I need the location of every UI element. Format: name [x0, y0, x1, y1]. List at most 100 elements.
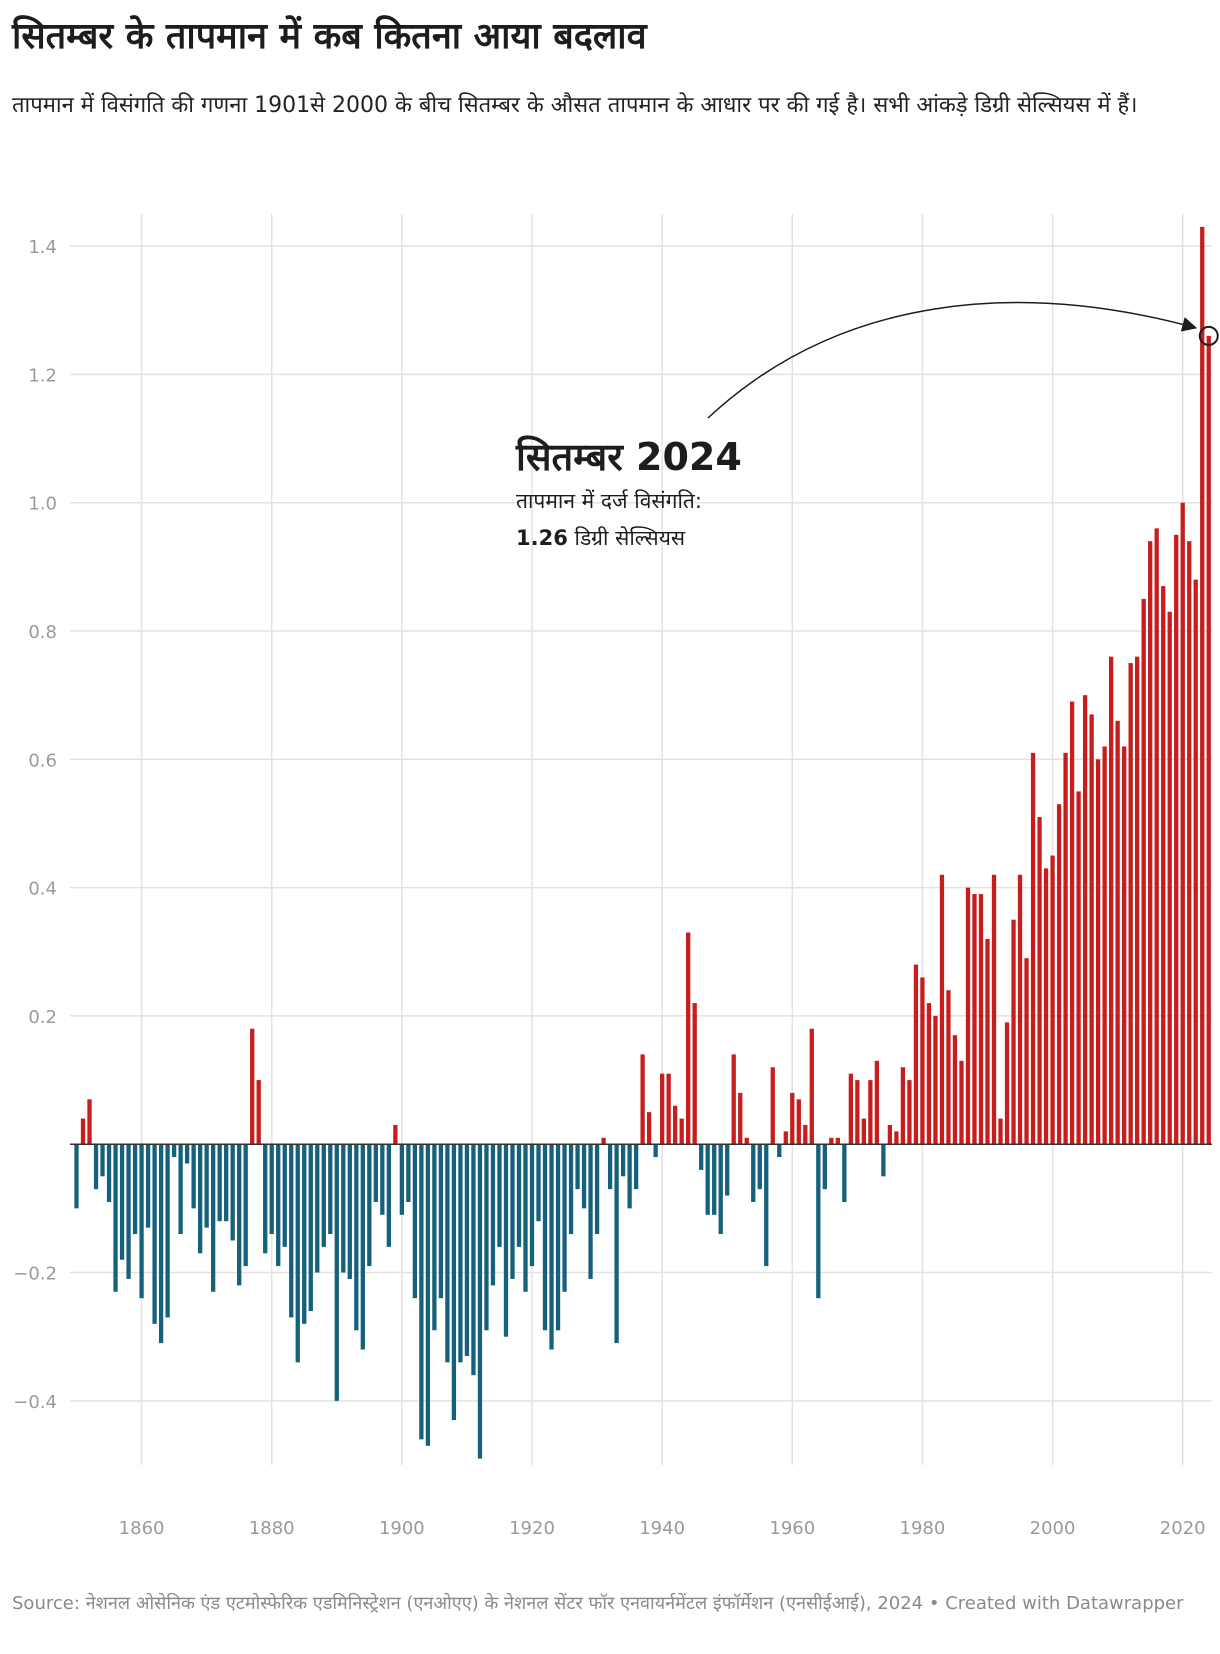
bar-1861 [145, 1144, 151, 1228]
bar-1942 [673, 1105, 678, 1145]
annotation-value: 1.26 [516, 526, 568, 550]
bar-2024 [1206, 335, 1211, 1145]
bar-1974 [881, 1144, 886, 1177]
bar-1997 [1030, 752, 1036, 1145]
annotation-value-line: 1.26 डिग्री सेल्सियस [516, 526, 686, 550]
bar-1914 [490, 1144, 496, 1286]
bar-1935 [627, 1144, 632, 1209]
bar-1978 [907, 1080, 912, 1145]
bar-1894 [360, 1144, 365, 1350]
bar-1925 [562, 1144, 567, 1292]
bar-1901 [406, 1144, 411, 1202]
bar-1853 [93, 1144, 99, 1190]
x-tick-label: 1860 [119, 1518, 165, 1539]
bar-1877 [250, 1028, 255, 1145]
bar-1888 [321, 1144, 326, 1247]
bar-1854 [100, 1144, 105, 1177]
x-tick-label: 2000 [1030, 1518, 1076, 1539]
bar-2014 [1141, 598, 1146, 1145]
bar-1880 [269, 1144, 274, 1235]
bar-1992 [998, 1118, 1003, 1145]
bar-1865 [171, 1144, 177, 1158]
bar-1904 [425, 1144, 431, 1446]
bar-1945 [692, 1003, 697, 1145]
bar-1989 [978, 894, 984, 1145]
y-tick-label: 0.2 [28, 1007, 57, 1028]
bar-2019 [1174, 534, 1179, 1145]
bar-1982 [933, 1015, 938, 1145]
bar-2016 [1154, 528, 1159, 1145]
bar-1953 [744, 1137, 749, 1145]
bar-1852 [87, 1099, 92, 1145]
bar-1870 [204, 1144, 209, 1228]
bar-2000 [1050, 855, 1055, 1145]
bar-1889 [328, 1144, 333, 1235]
bar-1916 [503, 1144, 509, 1337]
bar-1898 [386, 1144, 391, 1247]
bar-1976 [894, 1131, 899, 1145]
bar-2011 [1122, 746, 1127, 1145]
bar-1954 [751, 1144, 756, 1202]
bar-1911 [471, 1144, 476, 1376]
bar-1862 [152, 1144, 157, 1324]
bar-1951 [731, 1054, 736, 1145]
bar-1859 [132, 1144, 138, 1235]
bar-2005 [1082, 695, 1088, 1145]
bar-1977 [900, 1067, 906, 1145]
bar-2018 [1167, 611, 1172, 1145]
bar-2007 [1095, 759, 1101, 1145]
bar-2021 [1187, 541, 1192, 1145]
bar-1910 [464, 1144, 470, 1356]
bar-1933 [614, 1144, 619, 1344]
bar-1973 [874, 1060, 880, 1145]
bar-1979 [913, 964, 919, 1145]
x-tick-label: 1940 [639, 1518, 685, 1539]
bar-1940 [660, 1073, 665, 1145]
bar-1887 [315, 1144, 320, 1273]
bar-1881 [276, 1144, 281, 1267]
bar-1855 [106, 1144, 112, 1202]
bar-1915 [497, 1144, 502, 1247]
bar-1956 [764, 1144, 769, 1267]
bar-1924 [555, 1144, 561, 1331]
bar-1929 [588, 1144, 593, 1279]
bar-1905 [432, 1144, 437, 1331]
bar-1969 [848, 1073, 853, 1145]
bar-1926 [568, 1144, 574, 1235]
bar-1966 [829, 1137, 834, 1145]
bar-1931 [601, 1137, 606, 1145]
bar-1897 [380, 1144, 385, 1215]
bar-1980 [920, 977, 925, 1145]
bar-1918 [516, 1144, 522, 1247]
y-tick-label: 1.4 [28, 237, 57, 258]
bar-2004 [1076, 791, 1081, 1145]
bar-1921 [536, 1144, 541, 1222]
annotation-unit: डिग्री सेल्सियस [568, 526, 686, 550]
bar-1891 [341, 1144, 346, 1273]
bar-1990 [985, 938, 990, 1145]
bar-1995 [1017, 874, 1023, 1145]
y-axis: −0.4 −0.2 0.2 0.4 0.6 0.8 1.0 1.2 1.4 [13, 237, 57, 1413]
bar-1981 [926, 1003, 932, 1145]
x-tick-label: 1900 [379, 1518, 425, 1539]
bar-1960 [790, 1092, 795, 1145]
bar-1964 [816, 1144, 821, 1299]
bar-1886 [308, 1144, 313, 1312]
bar-1850 [74, 1144, 79, 1209]
bar-1957 [770, 1067, 775, 1145]
bar-1928 [581, 1144, 587, 1209]
bar-1917 [510, 1144, 515, 1279]
bar-1936 [633, 1144, 639, 1190]
bar-1963 [809, 1028, 814, 1145]
bar-1856 [113, 1144, 118, 1292]
bar-1900 [399, 1144, 405, 1215]
bar-1899 [393, 1124, 398, 1145]
bar-1962 [803, 1124, 808, 1145]
bar-1908 [451, 1144, 457, 1421]
bar-1913 [484, 1144, 489, 1331]
bar-1860 [139, 1144, 144, 1299]
x-tick-label: 1880 [249, 1518, 295, 1539]
bar-1923 [549, 1144, 554, 1350]
bar-1868 [191, 1144, 196, 1209]
